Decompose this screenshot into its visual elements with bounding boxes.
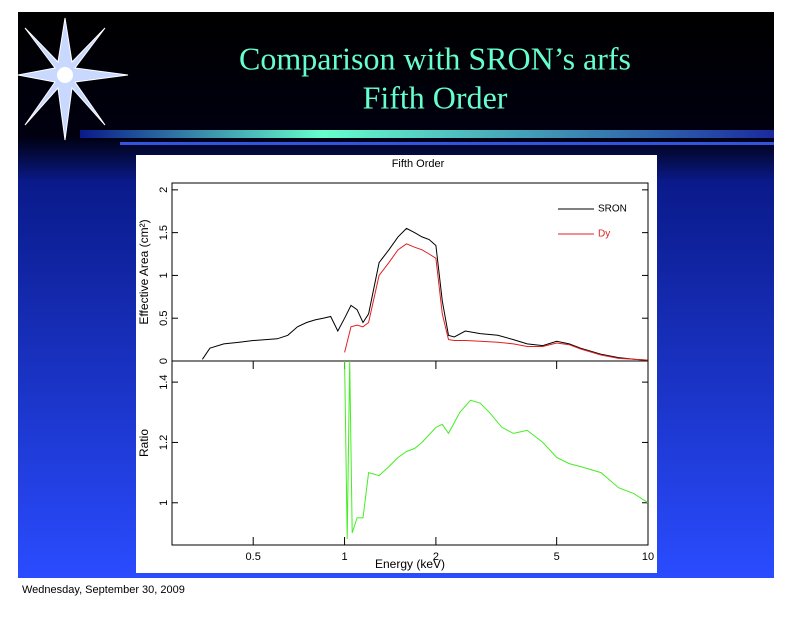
x-tick-label: 1 bbox=[341, 551, 347, 563]
plot-frame bbox=[171, 360, 649, 546]
y-tick-label: 1 bbox=[158, 500, 170, 506]
star-center bbox=[57, 67, 73, 83]
y-tick-label: 0 bbox=[158, 358, 170, 364]
chart-bg bbox=[136, 155, 657, 573]
x-tick-label: 10 bbox=[642, 551, 654, 563]
y-tick-label: 1.4 bbox=[158, 374, 170, 389]
data-line bbox=[201, 227, 649, 361]
x-tick-label: 0.5 bbox=[246, 551, 261, 563]
data-line bbox=[344, 243, 649, 361]
y-tick-label: 0.5 bbox=[158, 311, 170, 326]
accent-line bbox=[120, 142, 774, 145]
x-axis-label: Energy (keV) bbox=[375, 557, 445, 571]
x-tick-label: 2 bbox=[433, 551, 439, 563]
slide-title: Comparison with SRON’s arfs bbox=[239, 40, 631, 76]
footer-date: Wednesday, September 30, 2009 bbox=[22, 584, 185, 596]
y-tick-label: 1 bbox=[158, 272, 170, 278]
y-tick-label: 1.5 bbox=[158, 225, 170, 240]
y-axis-label: Ratio bbox=[137, 429, 151, 457]
chart-title: Fifth Order bbox=[392, 158, 445, 170]
accent-bar bbox=[80, 130, 774, 138]
y-axis-label: Effective Area (cm²) bbox=[137, 219, 151, 324]
legend-label: SRON bbox=[598, 204, 627, 215]
legend-label: Dy bbox=[598, 229, 610, 240]
y-tick-label: 1.2 bbox=[158, 435, 170, 450]
y-tick-label: 2 bbox=[158, 187, 170, 193]
slide-subtitle: Fifth Order bbox=[363, 79, 508, 115]
data-line bbox=[344, 360, 649, 540]
star-icon bbox=[17, 17, 129, 141]
x-tick-label: 5 bbox=[554, 551, 560, 563]
